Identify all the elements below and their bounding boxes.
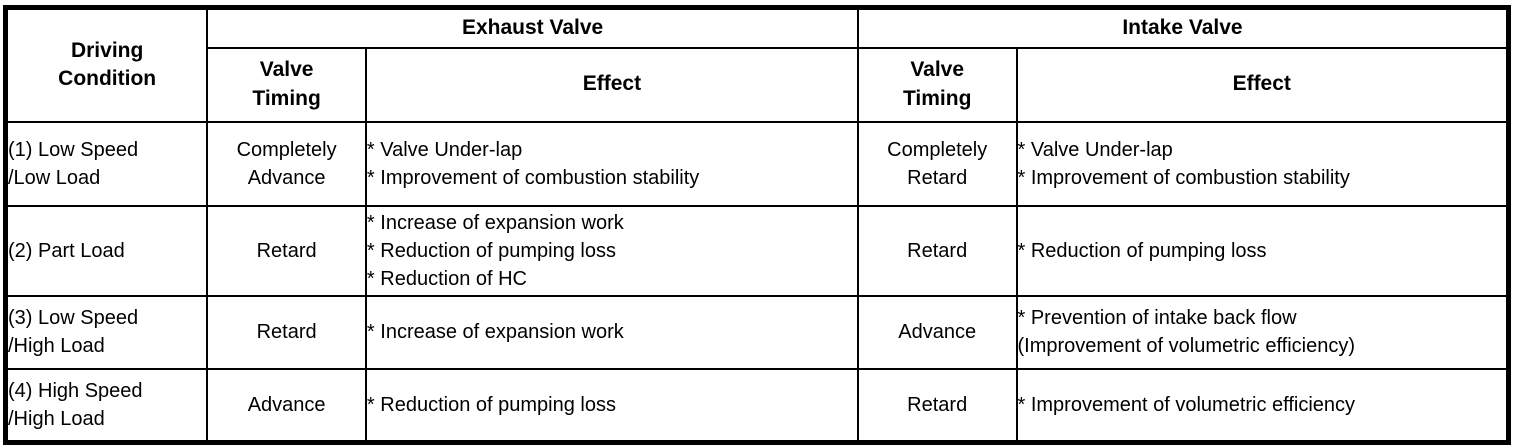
exhaust-valve-timing-cell: Retard [206, 204, 367, 297]
table-row-low-speed-low-load: (1) Low Speed /Low Load Completely Advan… [4, 120, 1510, 207]
intake-valve-timing-cell: Advance [856, 294, 1018, 370]
effect-line: * Improvement of combustion stability [366, 166, 700, 189]
table-row-low-speed-high-load: (3) Low Speed /High Load Retard * Increa… [4, 294, 1510, 370]
effect-line: * Improvement of combustion stability [1017, 166, 1350, 189]
effect-line: * Increase of expansion work [366, 321, 624, 343]
effect-line: * Valve Under-lap [1017, 138, 1173, 161]
header-intake-valve-timing: Valve Timing [856, 46, 1018, 123]
exhaust-valve-timing-cell: Completely Advance [206, 120, 367, 207]
exhaust-effect-cell: * Increase of expansion work * Reduction… [364, 204, 859, 297]
effect-line: * Reduction of pumping loss [1017, 239, 1267, 262]
effect-line: * Improvement of volumetric efficiency [1017, 393, 1356, 416]
effect-line: (Improvement of volumetric efficiency) [1017, 335, 1356, 357]
driving-condition-cell: (1) Low Speed /Low Load [4, 120, 209, 207]
intake-effect-cell: * Prevention of intake back flow (Improv… [1015, 294, 1510, 370]
intake-effect-cell: * Reduction of pumping loss [1015, 204, 1510, 297]
driving-condition-cell: (4) High Speed /High Load [4, 367, 209, 444]
header-intake-effect: Effect [1015, 46, 1510, 123]
intake-effect-cell: * Improvement of volumetric efficiency [1015, 367, 1510, 444]
effect-line: * Increase of expansion work [366, 211, 624, 234]
intake-valve-timing-cell: Retard [856, 204, 1018, 297]
valve-timing-table: Driving Condition Exhaust Valve Intake V… [3, 5, 1511, 445]
effect-line: * Reduction of HC [366, 267, 527, 290]
header-driving-condition: Driving Condition [4, 6, 209, 123]
intake-valve-timing-cell: Completely Retard [856, 120, 1018, 207]
exhaust-effect-cell: * Reduction of pumping loss [364, 367, 859, 444]
table-row-part-load: (2) Part Load Retard * Increase of expan… [4, 204, 1510, 297]
header-row-sub: Valve Timing Effect Valve Timing Effect [6, 46, 1510, 123]
intake-valve-timing-cell: Retard [856, 367, 1018, 444]
header-intake-valve: Intake Valve [856, 6, 1510, 49]
table-row-high-speed-high-load: (4) High Speed /High Load Advance * Redu… [4, 367, 1510, 444]
effect-line: * Prevention of intake back flow [1017, 307, 1297, 329]
header-exhaust-valve-timing: Valve Timing [206, 46, 367, 123]
exhaust-effect-cell: * Increase of expansion work [364, 294, 859, 370]
header-exhaust-effect: Effect [364, 46, 859, 123]
header-row-top: Driving Condition Exhaust Valve Intake V… [4, 6, 1510, 123]
exhaust-valve-timing-cell: Retard [206, 294, 367, 370]
effect-line: * Reduction of pumping loss [366, 239, 616, 262]
effect-line: * Valve Under-lap [366, 138, 523, 161]
effect-line: * Reduction of pumping loss [366, 393, 616, 416]
header-exhaust-valve: Exhaust Valve [206, 6, 859, 49]
intake-effect-cell: * Valve Under-lap * Improvement of combu… [1015, 120, 1510, 207]
driving-condition-cell: (2) Part Load [4, 204, 209, 297]
exhaust-valve-timing-cell: Advance [206, 367, 367, 444]
driving-condition-cell: (3) Low Speed /High Load [4, 294, 209, 370]
exhaust-effect-cell: * Valve Under-lap * Improvement of combu… [364, 120, 859, 207]
